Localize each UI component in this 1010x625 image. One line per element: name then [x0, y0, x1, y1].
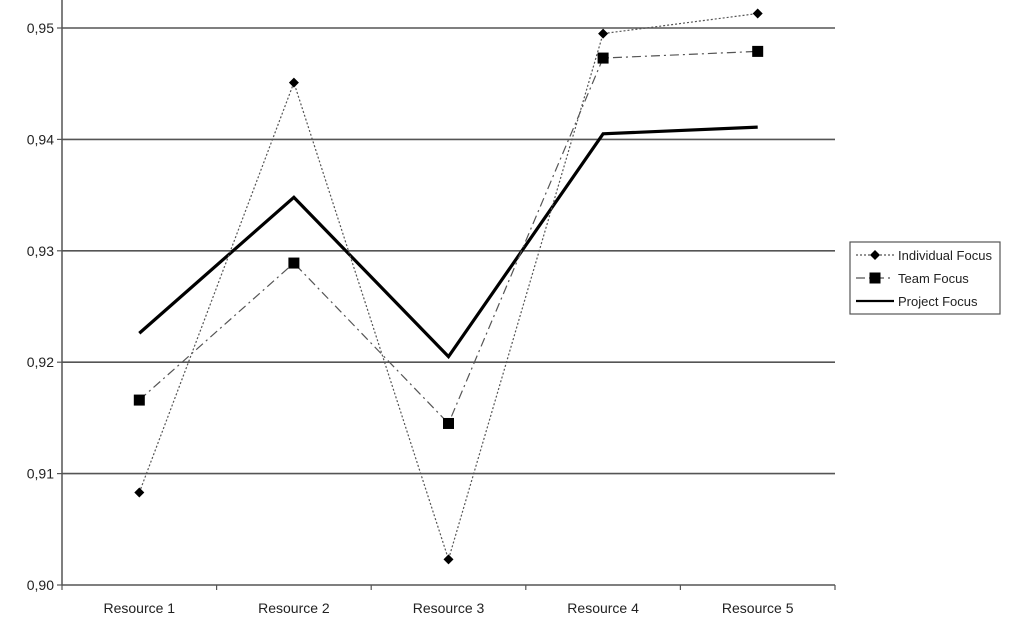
series-team-focus — [133, 45, 764, 429]
individual-focus-point — [752, 8, 763, 19]
team-focus-point — [443, 417, 454, 429]
team-focus-point — [288, 257, 300, 269]
team-focus-point — [752, 45, 764, 57]
legend-team-focus-point — [869, 272, 881, 284]
gridlines — [62, 27, 835, 475]
legend-item-individual-focus: Individual Focus — [856, 248, 992, 263]
x-tick-label: Resource 5 — [722, 600, 794, 616]
series-line-individual-focus — [138, 12, 758, 562]
axes — [57, 0, 836, 590]
y-tick-label: 0,91 — [27, 466, 54, 482]
y-tick-label: 0,93 — [27, 243, 54, 259]
legend-individual-focus-point — [870, 250, 880, 260]
y-tick-label: 0,95 — [27, 20, 54, 36]
series-individual-focus — [134, 8, 763, 565]
x-tick-label: Resource 4 — [567, 600, 639, 616]
series — [133, 8, 764, 565]
y-tick-label: 0,92 — [27, 354, 54, 370]
x-tick-labels: Resource 1 Resource 2 Resource 3 Resource 4… — [104, 600, 794, 616]
x-tick-label: Resource 2 — [258, 600, 330, 616]
series-line-team-focus — [138, 50, 758, 425]
legend-item-team-focus: Team Focus — [856, 271, 969, 286]
individual-focus-point — [288, 77, 299, 88]
y-tick-labels: 0,90 0,91 0,92 0,93 0,94 0,95 — [27, 20, 54, 593]
x-tick-label: Resource 1 — [104, 600, 176, 616]
y-tick-label: 0,94 — [27, 131, 54, 147]
series-project-focus — [138, 125, 758, 360]
legend-label: Individual Focus — [898, 248, 992, 263]
series-line-project-focus — [138, 125, 758, 360]
individual-focus-point — [598, 28, 609, 39]
legend-label: Project Focus — [898, 294, 978, 309]
legend: Individual Focus Team Focus Project Focus — [849, 241, 1001, 315]
x-tick-label: Resource 3 — [413, 600, 485, 616]
team-focus-point — [597, 52, 609, 64]
individual-focus-point — [134, 487, 145, 498]
legend-label: Team Focus — [898, 271, 969, 286]
team-focus-point — [133, 394, 145, 406]
individual-focus-point — [443, 554, 454, 565]
y-tick-label: 0,90 — [27, 577, 54, 593]
legend-item-project-focus: Project Focus — [856, 294, 978, 309]
